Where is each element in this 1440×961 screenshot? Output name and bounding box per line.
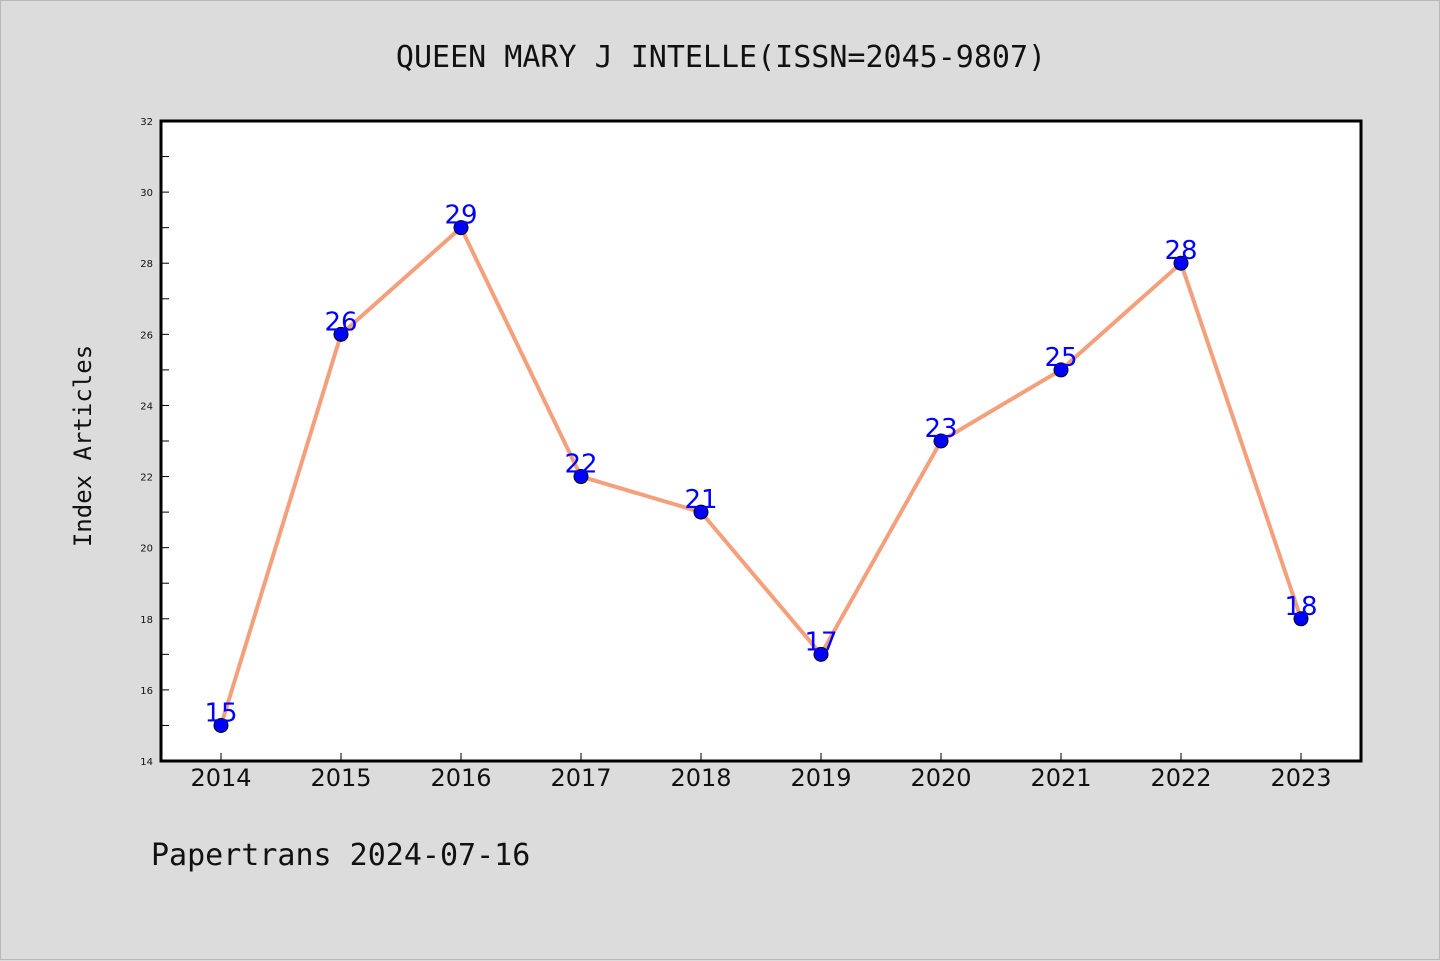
data-label: 28 bbox=[1164, 236, 1197, 266]
y-tick-label: 18 bbox=[140, 615, 153, 626]
y-tick-label: 30 bbox=[140, 188, 153, 199]
y-tick-label: 26 bbox=[140, 330, 153, 341]
data-label: 29 bbox=[444, 201, 477, 231]
plot-area bbox=[159, 119, 1363, 763]
data-point bbox=[1053, 362, 1069, 378]
x-tick-label: 2014 bbox=[190, 764, 251, 792]
x-tick-label: 2017 bbox=[550, 764, 611, 792]
series-line bbox=[219, 225, 1303, 727]
x-tick-label: 2019 bbox=[790, 764, 851, 792]
y-axis: 14 16 18 20 22 24 26 28 30 32 bbox=[140, 117, 169, 768]
data-point bbox=[933, 433, 949, 449]
data-point bbox=[693, 504, 709, 520]
data-label: 23 bbox=[924, 414, 957, 444]
data-point bbox=[453, 220, 469, 236]
x-tick-label: 2023 bbox=[1270, 764, 1331, 792]
data-label: 22 bbox=[564, 450, 597, 480]
chart-title: QUEEN MARY J INTELLE(ISSN=2045-9807) bbox=[396, 40, 1046, 75]
y-tick-label: 32 bbox=[140, 117, 153, 128]
y-axis-label: Index Articles bbox=[69, 345, 97, 547]
x-axis: 2014 2015 2016 2017 2018 2019 2020 2021 2022 2023 bbox=[190, 753, 1332, 792]
data-label: 18 bbox=[1284, 592, 1317, 622]
data-point bbox=[813, 646, 829, 662]
data-point bbox=[213, 717, 229, 733]
data-label: 17 bbox=[804, 627, 837, 657]
y-tick-label: 28 bbox=[140, 259, 153, 270]
y-tick-label: 22 bbox=[140, 473, 153, 484]
y-tick-label: 14 bbox=[140, 757, 153, 768]
data-series bbox=[213, 220, 1309, 733]
data-point bbox=[1293, 611, 1309, 627]
y-tick-label: 24 bbox=[140, 401, 153, 412]
x-tick-label: 2020 bbox=[910, 764, 971, 792]
y-tick-label: 16 bbox=[140, 686, 153, 697]
data-point bbox=[573, 469, 589, 485]
y-tick-label: 20 bbox=[140, 544, 153, 555]
data-label: 26 bbox=[324, 307, 357, 337]
data-point bbox=[333, 326, 349, 342]
data-label: 21 bbox=[684, 485, 717, 515]
footer-text: Papertrans 2024-07-16 bbox=[151, 838, 530, 873]
x-tick-label: 2015 bbox=[310, 764, 371, 792]
data-label: 15 bbox=[204, 698, 237, 728]
data-point bbox=[1173, 255, 1189, 271]
x-tick-label: 2022 bbox=[1150, 764, 1211, 792]
x-tick-label: 2021 bbox=[1030, 764, 1091, 792]
data-label: 25 bbox=[1044, 343, 1077, 373]
x-tick-label: 2016 bbox=[430, 764, 491, 792]
data-labels: 15 26 29 22 21 17 23 25 28 18 bbox=[204, 201, 1317, 729]
x-tick-label: 2018 bbox=[670, 764, 731, 792]
